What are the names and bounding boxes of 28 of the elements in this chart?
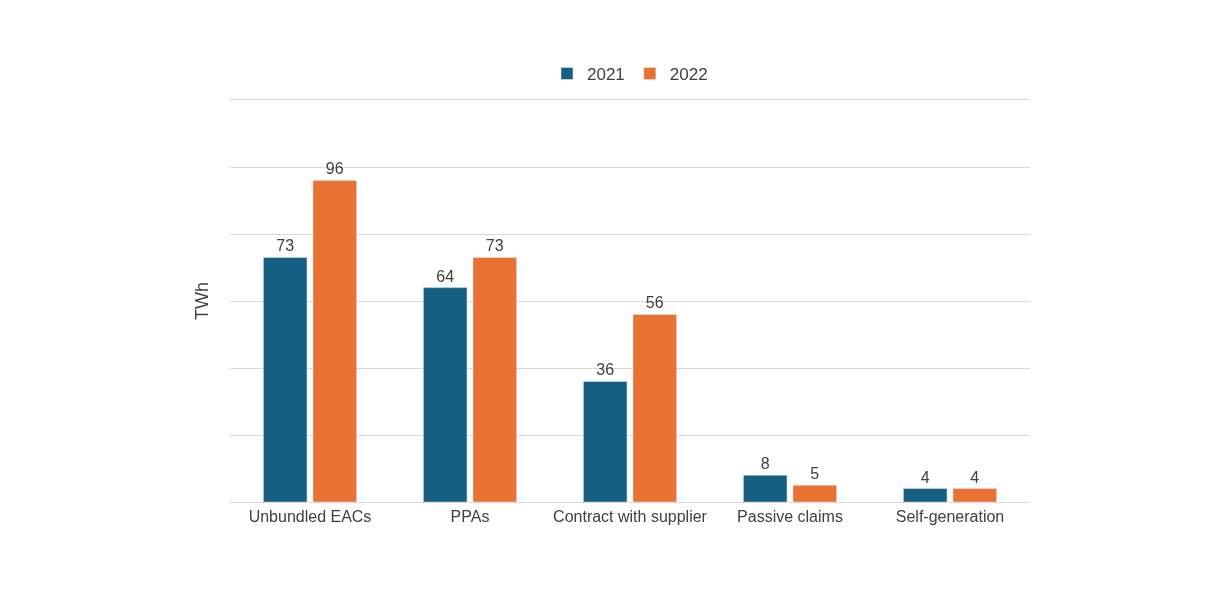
- legend-label: 2022: [669, 65, 708, 85]
- data-label: 5: [810, 465, 820, 483]
- data-label: 96: [325, 160, 344, 178]
- data-label: 36: [596, 361, 615, 379]
- bar: [423, 287, 468, 502]
- bar: [952, 488, 997, 502]
- bar: [472, 257, 517, 502]
- data-label: 73: [485, 237, 504, 255]
- x-tick-label: PPAs: [450, 508, 490, 526]
- bar: [583, 381, 628, 502]
- data-label: 56: [645, 294, 664, 312]
- data-label: 4: [920, 468, 930, 486]
- data-label: 4: [970, 468, 980, 486]
- x-tick-label: Self-generation: [895, 508, 1005, 526]
- y-axis-title: TWh: [192, 282, 213, 320]
- bar: [903, 488, 948, 502]
- data-label: 64: [436, 267, 455, 285]
- x-tick-label: Unbundled EACs: [248, 508, 372, 526]
- bar: [743, 474, 788, 502]
- legend-label: 2021: [587, 65, 625, 85]
- bar: [792, 485, 837, 502]
- x-tick-label: Contract with supplier: [553, 508, 708, 526]
- x-tick-label: Passive claims: [737, 508, 843, 526]
- bar: [263, 257, 308, 502]
- bar: [632, 314, 677, 502]
- data-label: 73: [276, 237, 295, 255]
- bar: [312, 180, 357, 502]
- data-label: 8: [760, 455, 770, 473]
